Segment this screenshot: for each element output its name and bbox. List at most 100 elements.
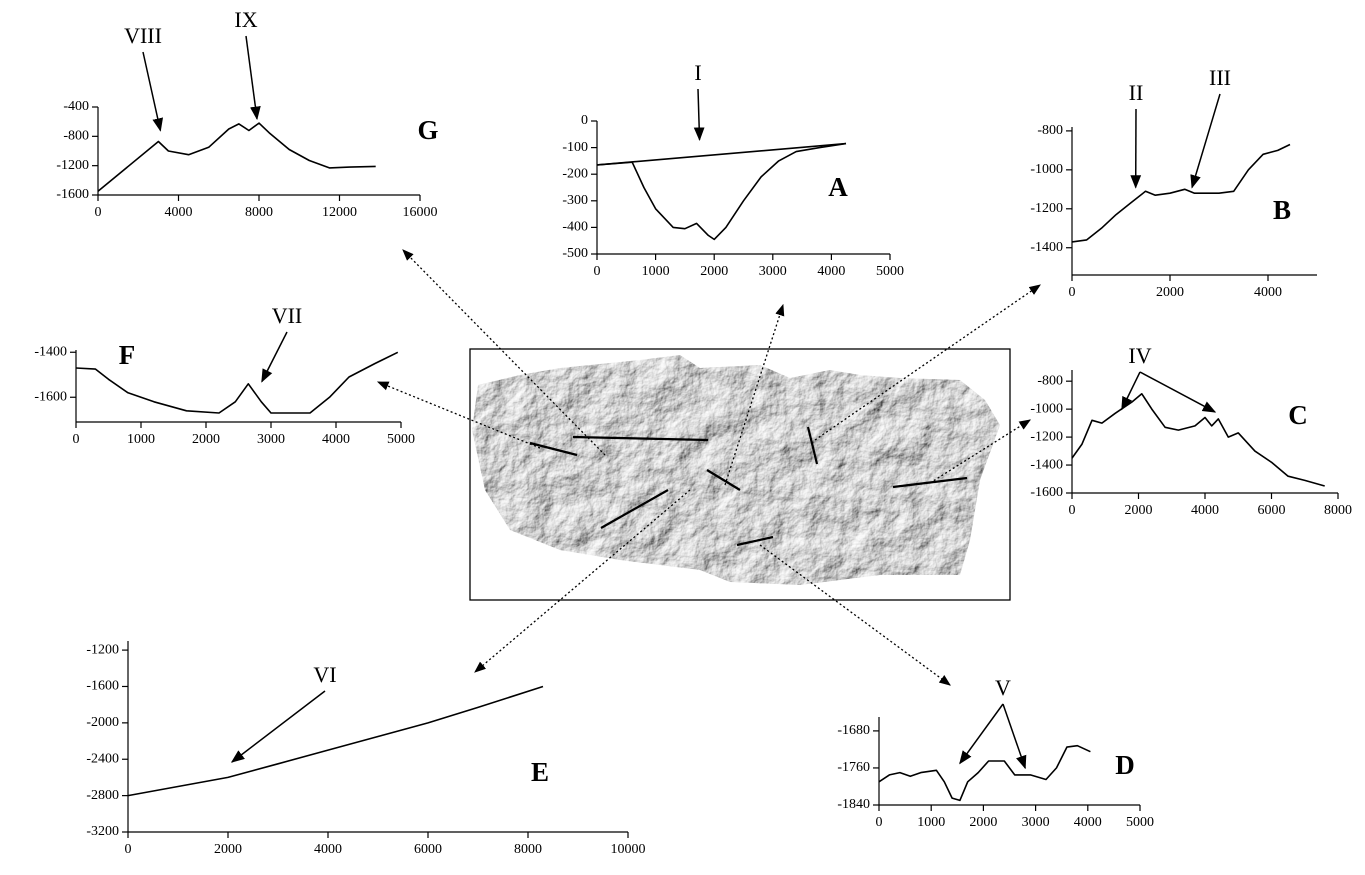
- profile-chart: -400-800-1200-16000400080001200016000GVI…: [56, 7, 438, 220]
- profile-line: [1072, 145, 1290, 242]
- x-tick-label: 3000: [1022, 815, 1050, 830]
- x-tick-label: 2000: [192, 432, 220, 447]
- annotation-arrow: [1140, 372, 1215, 412]
- annotation-arrow: [143, 52, 160, 130]
- y-tick-label: -500: [562, 246, 588, 261]
- chart-title: D: [1115, 750, 1135, 780]
- y-tick-label: -1840: [837, 797, 870, 812]
- y-tick-label: -2000: [86, 715, 119, 730]
- chart-title: G: [417, 115, 438, 145]
- annotation-arrow: [698, 89, 700, 140]
- y-tick-label: -400: [562, 220, 588, 235]
- annotation-arrow: [232, 691, 325, 762]
- profile-chart: -1680 -1760 -1840 0 1000 2000 3000 4000 5000 D V: [837, 675, 1154, 830]
- y-tick-label: -200: [562, 166, 588, 181]
- y-tick-label: -1600: [56, 187, 89, 202]
- y-tick-label: -1760: [837, 760, 870, 775]
- x-tick-label: 5000: [1126, 815, 1154, 830]
- chart-title: B: [1273, 195, 1291, 225]
- annotation-label: III: [1209, 65, 1231, 90]
- y-tick-label: -1600: [86, 679, 119, 694]
- figure: 0 -100 -200 -300 -400 -500 0 1000 2000 3000 4000 50…: [0, 0, 1365, 875]
- y-tick-label: -1400: [34, 344, 67, 359]
- x-tick-label: 3000: [257, 432, 285, 447]
- x-tick-label: 2000: [214, 842, 242, 857]
- chart-title: C: [1288, 400, 1308, 430]
- x-tick-label: 0: [1069, 503, 1076, 518]
- x-tick-label: 0: [876, 815, 883, 830]
- profile-line: [128, 687, 543, 796]
- y-tick-label: -800: [1037, 373, 1063, 388]
- y-tick-label: -1200: [1030, 201, 1063, 216]
- x-tick-label: 1000: [917, 815, 945, 830]
- y-tick-label: -3200: [86, 824, 119, 839]
- chart-title: E: [531, 757, 549, 787]
- x-tick-label: 6000: [414, 842, 442, 857]
- x-tick-label: 4000: [165, 205, 193, 220]
- x-tick-label: 8000: [1324, 503, 1352, 518]
- profile-line: [98, 123, 376, 191]
- x-tick-label: 8000: [245, 205, 273, 220]
- y-tick-label: -1400: [1030, 240, 1063, 255]
- profile-line: [1072, 394, 1325, 486]
- y-tick-label: -2800: [86, 788, 119, 803]
- annotation-label: V: [995, 675, 1011, 700]
- y-tick-label: -1680: [837, 723, 870, 738]
- y-tick-label: -1000: [1030, 401, 1063, 416]
- y-tick-label: -2400: [86, 751, 119, 766]
- y-tick-label: -1400: [1030, 457, 1063, 472]
- profile-line: [879, 746, 1090, 801]
- y-tick-label: -100: [562, 140, 588, 155]
- annotation-arrow: [1192, 94, 1220, 187]
- x-tick-label: 6000: [1258, 503, 1286, 518]
- annotation-arrow: [960, 704, 1003, 763]
- x-tick-label: 5000: [387, 432, 415, 447]
- x-tick-label: 4000: [817, 264, 845, 279]
- profile-line: [597, 144, 846, 240]
- x-tick-label: 2000: [969, 815, 997, 830]
- annotation-label: VII: [272, 303, 303, 328]
- x-tick-label: 12000: [322, 205, 357, 220]
- x-tick-label: 0: [95, 205, 102, 220]
- x-tick-label: 1000: [642, 264, 670, 279]
- x-tick-label: 0: [1069, 285, 1076, 300]
- annotation-arrow: [246, 36, 257, 119]
- x-tick-label: 0: [594, 264, 601, 279]
- annotation-arrow: [262, 332, 287, 382]
- profile-chart: -1400 -1600 0 1000 2000 3000 4000 5000 F VII: [34, 303, 415, 447]
- annotation-label: II: [1129, 80, 1144, 105]
- chart-title: F: [119, 340, 136, 370]
- y-tick-label: -1200: [1030, 429, 1063, 444]
- profile-line: [597, 144, 846, 165]
- x-tick-label: 16000: [403, 205, 438, 220]
- y-tick-label: -1600: [1030, 485, 1063, 500]
- x-tick-label: 1000: [127, 432, 155, 447]
- y-tick-label: -1000: [1030, 162, 1063, 177]
- overview-map: [470, 349, 1010, 600]
- annotation-label: VI: [313, 662, 336, 687]
- y-tick-label: -1200: [56, 158, 89, 173]
- annotation-label: I: [694, 60, 701, 85]
- x-tick-label: 5000: [876, 264, 904, 279]
- y-tick-label: -300: [562, 193, 588, 208]
- x-tick-label: 3000: [759, 264, 787, 279]
- annotation-arrow: [1003, 704, 1025, 768]
- y-tick-label: -1600: [34, 389, 67, 404]
- x-tick-label: 0: [125, 842, 132, 857]
- annotation-label: IX: [234, 7, 257, 32]
- x-tick-label: 4000: [1191, 503, 1219, 518]
- y-tick-label: -800: [1037, 123, 1063, 138]
- x-tick-label: 2000: [1125, 503, 1153, 518]
- x-tick-label: 4000: [322, 432, 350, 447]
- y-tick-label: -400: [63, 99, 89, 114]
- x-tick-label: 2000: [1156, 285, 1184, 300]
- x-tick-label: 4000: [1074, 815, 1102, 830]
- x-tick-label: 0: [73, 432, 80, 447]
- x-tick-label: 4000: [1254, 285, 1282, 300]
- chart-title: A: [828, 172, 848, 202]
- y-tick-label: -800: [63, 129, 89, 144]
- annotation-label: IV: [1128, 343, 1151, 368]
